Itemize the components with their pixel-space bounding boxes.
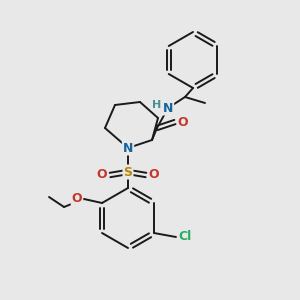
Text: N: N [123, 142, 133, 154]
Text: Cl: Cl [178, 230, 192, 244]
Text: O: O [72, 193, 82, 206]
Text: O: O [178, 116, 188, 128]
Text: O: O [97, 169, 107, 182]
Text: H: H [152, 100, 162, 110]
Text: N: N [163, 101, 173, 115]
Text: S: S [124, 166, 133, 178]
Text: O: O [149, 169, 159, 182]
